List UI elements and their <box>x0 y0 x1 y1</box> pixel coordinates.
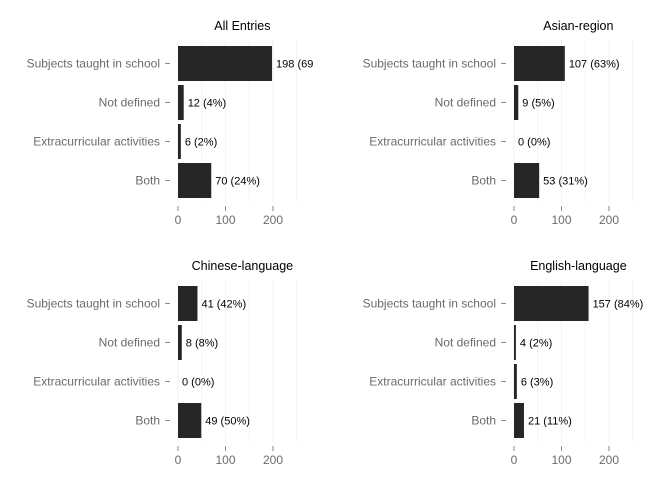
x-tick-label: 0 <box>511 213 518 227</box>
data-label: 6 (3%) <box>521 377 553 389</box>
x-tick-label: 200 <box>263 453 283 467</box>
bar <box>178 325 182 360</box>
x-tick-label: 100 <box>551 213 571 227</box>
bar <box>514 85 519 120</box>
category-label: Both <box>135 174 160 188</box>
category-label: Subjects taught in school <box>363 297 496 311</box>
category-label: Extracurricular activities <box>369 135 496 149</box>
bar <box>178 85 184 120</box>
data-label: 12 (4%) <box>188 98 227 110</box>
category-label: Subjects taught in school <box>27 297 160 311</box>
data-label: 70 (24%) <box>215 176 260 188</box>
data-label: 53 (31%) <box>543 176 588 188</box>
x-tick-label: 0 <box>175 213 182 227</box>
bar <box>514 403 524 438</box>
category-label: Both <box>135 414 160 428</box>
bar <box>178 124 181 159</box>
category-label: Both <box>471 414 496 428</box>
x-tick-label: 0 <box>511 453 518 467</box>
bar <box>514 325 516 360</box>
category-label: Both <box>471 174 496 188</box>
x-tick-label: 100 <box>551 453 571 467</box>
category-label: Extracurricular activities <box>33 135 160 149</box>
bar <box>514 163 540 198</box>
data-label: 4 (2%) <box>520 338 552 350</box>
panel-title: Chinese-language <box>192 259 294 273</box>
x-tick-label: 100 <box>215 453 235 467</box>
data-label: 198 (69 <box>276 59 313 71</box>
category-label: Not defined <box>99 336 160 350</box>
data-label: 157 (84%) <box>593 299 644 311</box>
bar <box>178 286 198 321</box>
bar <box>178 46 273 81</box>
category-label: Extracurricular activities <box>369 375 496 389</box>
panel-title: All Entries <box>214 19 270 33</box>
bar <box>514 364 517 399</box>
x-tick-label: 200 <box>263 213 283 227</box>
bar <box>514 46 565 81</box>
panel-title: English-language <box>530 259 627 273</box>
chart-panel-3: Chinese-language Subjects taught in schoo… <box>27 259 298 467</box>
category-label: Not defined <box>435 336 496 350</box>
category-label: Not defined <box>99 96 160 110</box>
panel-title: Asian-region <box>543 19 613 33</box>
bar <box>178 403 202 438</box>
chart-panel-1: All Entries Subjects taught in school 198 … <box>27 19 314 227</box>
data-label: 49 (50%) <box>205 416 250 428</box>
data-label: 21 (11%) <box>528 416 572 428</box>
bar <box>178 163 212 198</box>
x-tick-label: 100 <box>215 213 235 227</box>
category-label: Subjects taught in school <box>27 57 160 71</box>
x-tick-label: 200 <box>599 453 619 467</box>
x-tick-label: 0 <box>175 453 182 467</box>
bar <box>514 286 589 321</box>
data-label: 107 (63%) <box>569 59 620 71</box>
data-label: 9 (5%) <box>522 98 554 110</box>
chart-panel-4: English-language Subjects taught in schoo… <box>363 259 644 467</box>
chart-panel-2: Asian-region Subjects taught in school 107… <box>363 19 634 227</box>
data-label: 0 (0%) <box>182 377 214 389</box>
category-label: Subjects taught in school <box>363 57 496 71</box>
x-tick-label: 200 <box>599 213 619 227</box>
data-label: 6 (2%) <box>185 137 217 149</box>
data-label: 0 (0%) <box>518 137 550 149</box>
data-label: 41 (42%) <box>201 299 246 311</box>
data-label: 8 (8%) <box>186 338 218 350</box>
category-label: Extracurricular activities <box>33 375 160 389</box>
category-label: Not defined <box>435 96 496 110</box>
